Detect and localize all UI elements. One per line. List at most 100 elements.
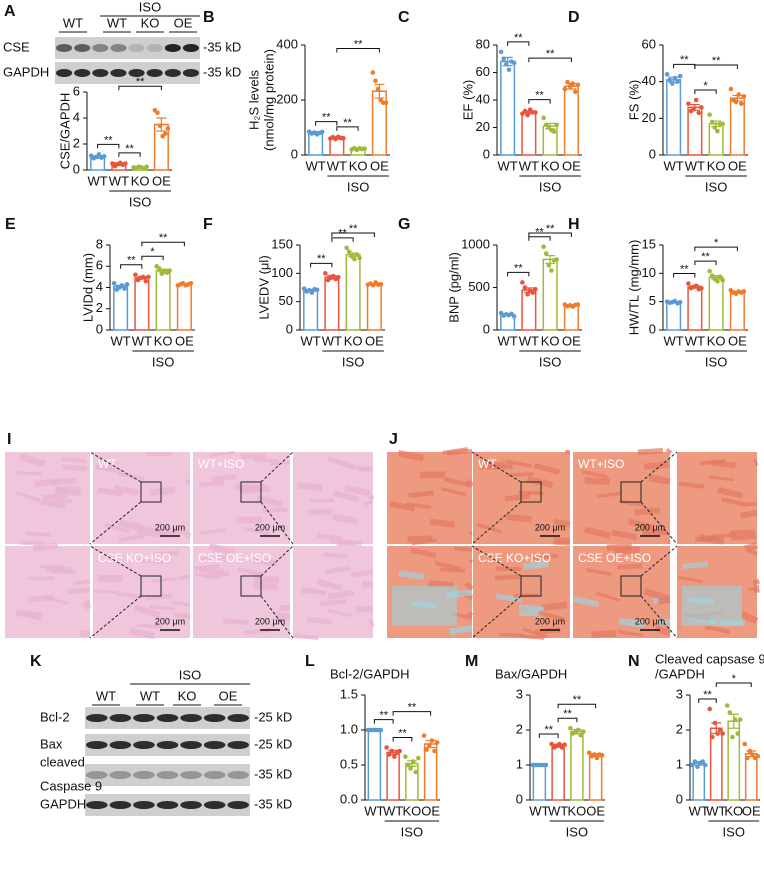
- tissue-fiber: [494, 574, 520, 581]
- significance-label: *: [150, 246, 155, 258]
- significance-label: **: [573, 694, 582, 706]
- significance-bracket: [694, 260, 717, 266]
- zoom-box: [240, 481, 262, 503]
- tissue-fiber: [223, 618, 249, 626]
- group-label: ISO: [723, 824, 745, 839]
- data-point: [314, 287, 320, 293]
- y-axis-label: (nmol/mg protein): [261, 49, 276, 151]
- image-label: WT: [478, 457, 497, 471]
- significance-bracket: [694, 246, 738, 252]
- x-tick-label: WT: [88, 173, 108, 188]
- bar: [134, 277, 150, 331]
- tissue-fiber: [553, 540, 571, 546]
- x-tick-label: WT: [664, 158, 684, 173]
- tissue-fiber: [61, 464, 88, 472]
- tissue-fiber: [581, 469, 608, 479]
- data-point: [742, 741, 748, 747]
- y-tick-label: 0.0: [340, 791, 358, 806]
- row-label: Bcl-2: [40, 709, 70, 724]
- data-point: [543, 762, 549, 768]
- data-point: [144, 164, 149, 170]
- tissue-fiber: [350, 569, 374, 578]
- y-tick-label: 40: [642, 73, 656, 88]
- tissue-fiber: [594, 591, 621, 603]
- data-point: [156, 266, 162, 271]
- y-axis-label: HW/TL (mg/mm): [626, 240, 641, 336]
- blot-band: [146, 44, 163, 52]
- blot-band: [128, 69, 145, 77]
- tissue-fiber: [25, 531, 51, 537]
- x-tick-label: OE: [728, 333, 747, 348]
- panel-letter: E: [5, 216, 16, 233]
- tissue-fiber: [468, 531, 473, 536]
- zoom-box: [240, 575, 262, 597]
- data-point: [501, 56, 507, 62]
- data-point: [323, 271, 328, 276]
- bar: [176, 283, 192, 331]
- blot-strip: [55, 37, 200, 59]
- zoom-box: [620, 575, 642, 597]
- tissue-fiber: [203, 571, 230, 579]
- x-tick-label: OE: [175, 333, 194, 348]
- y-tick-label: 2: [73, 135, 80, 150]
- tissue-fiber: [518, 490, 544, 495]
- group-label: ISO: [539, 179, 561, 194]
- blot-band: [180, 714, 202, 722]
- data-point: [533, 110, 538, 115]
- blot-band: [227, 714, 249, 722]
- y-axis-label: LVIDd (mm): [80, 253, 95, 322]
- blot-band: [92, 44, 109, 52]
- significance-bracket: [315, 121, 338, 126]
- data-point: [155, 110, 160, 116]
- tissue-fiber: [637, 447, 664, 456]
- blot-band: [180, 801, 202, 809]
- data-point: [738, 101, 744, 106]
- lane-label: WT: [107, 15, 127, 30]
- blot-band: [86, 741, 108, 749]
- tissue-fiber: [596, 491, 623, 499]
- significance-bracket: [538, 733, 559, 738]
- group-label: ISO: [347, 179, 369, 194]
- tissue-fiber: [15, 609, 42, 620]
- tissue-fiber: [244, 526, 271, 537]
- tissue-fiber: [94, 463, 121, 474]
- data-point: [750, 752, 755, 757]
- data-point: [715, 278, 720, 284]
- tissue-fiber: [324, 565, 351, 575]
- tissue-fiber: [269, 461, 291, 467]
- tissue-fiber: [710, 459, 736, 469]
- significance-bracket: [97, 143, 120, 149]
- tissue-fiber: [104, 523, 131, 534]
- data-point: [511, 314, 517, 319]
- tissue-fiber: [172, 611, 191, 620]
- tissue-fiber: [199, 481, 225, 487]
- tissue-fiber: [628, 518, 655, 531]
- tissue-fiber: [505, 459, 532, 468]
- tissue-fiber: [665, 448, 673, 455]
- tissue-fiber: [146, 593, 173, 601]
- x-tick-label: WT: [685, 158, 705, 173]
- tissue-fiber: [448, 624, 473, 635]
- scale-label: 200 μm: [535, 616, 565, 626]
- bar: [303, 289, 319, 331]
- tissue-fiber: [533, 462, 561, 475]
- tissue-fiber: [617, 629, 643, 637]
- data-point: [692, 759, 698, 764]
- data-point: [735, 731, 740, 736]
- tissue-fiber: [307, 508, 333, 516]
- zoom-connector: [471, 501, 522, 545]
- y-tick-label: 1: [676, 756, 683, 771]
- data-point: [686, 281, 691, 286]
- tissue-fiber: [194, 563, 220, 571]
- bar: [744, 753, 758, 801]
- tissue-fiber: [55, 486, 82, 497]
- data-point: [686, 101, 691, 106]
- data-point: [715, 731, 720, 736]
- data-point: [575, 82, 581, 88]
- fibrosis-area: [392, 586, 457, 626]
- data-point: [165, 126, 171, 131]
- lane-label: OE: [174, 15, 193, 30]
- y-tick-label: 10: [642, 265, 656, 280]
- blot-band: [203, 741, 226, 749]
- x-tick-label: WT: [109, 173, 129, 188]
